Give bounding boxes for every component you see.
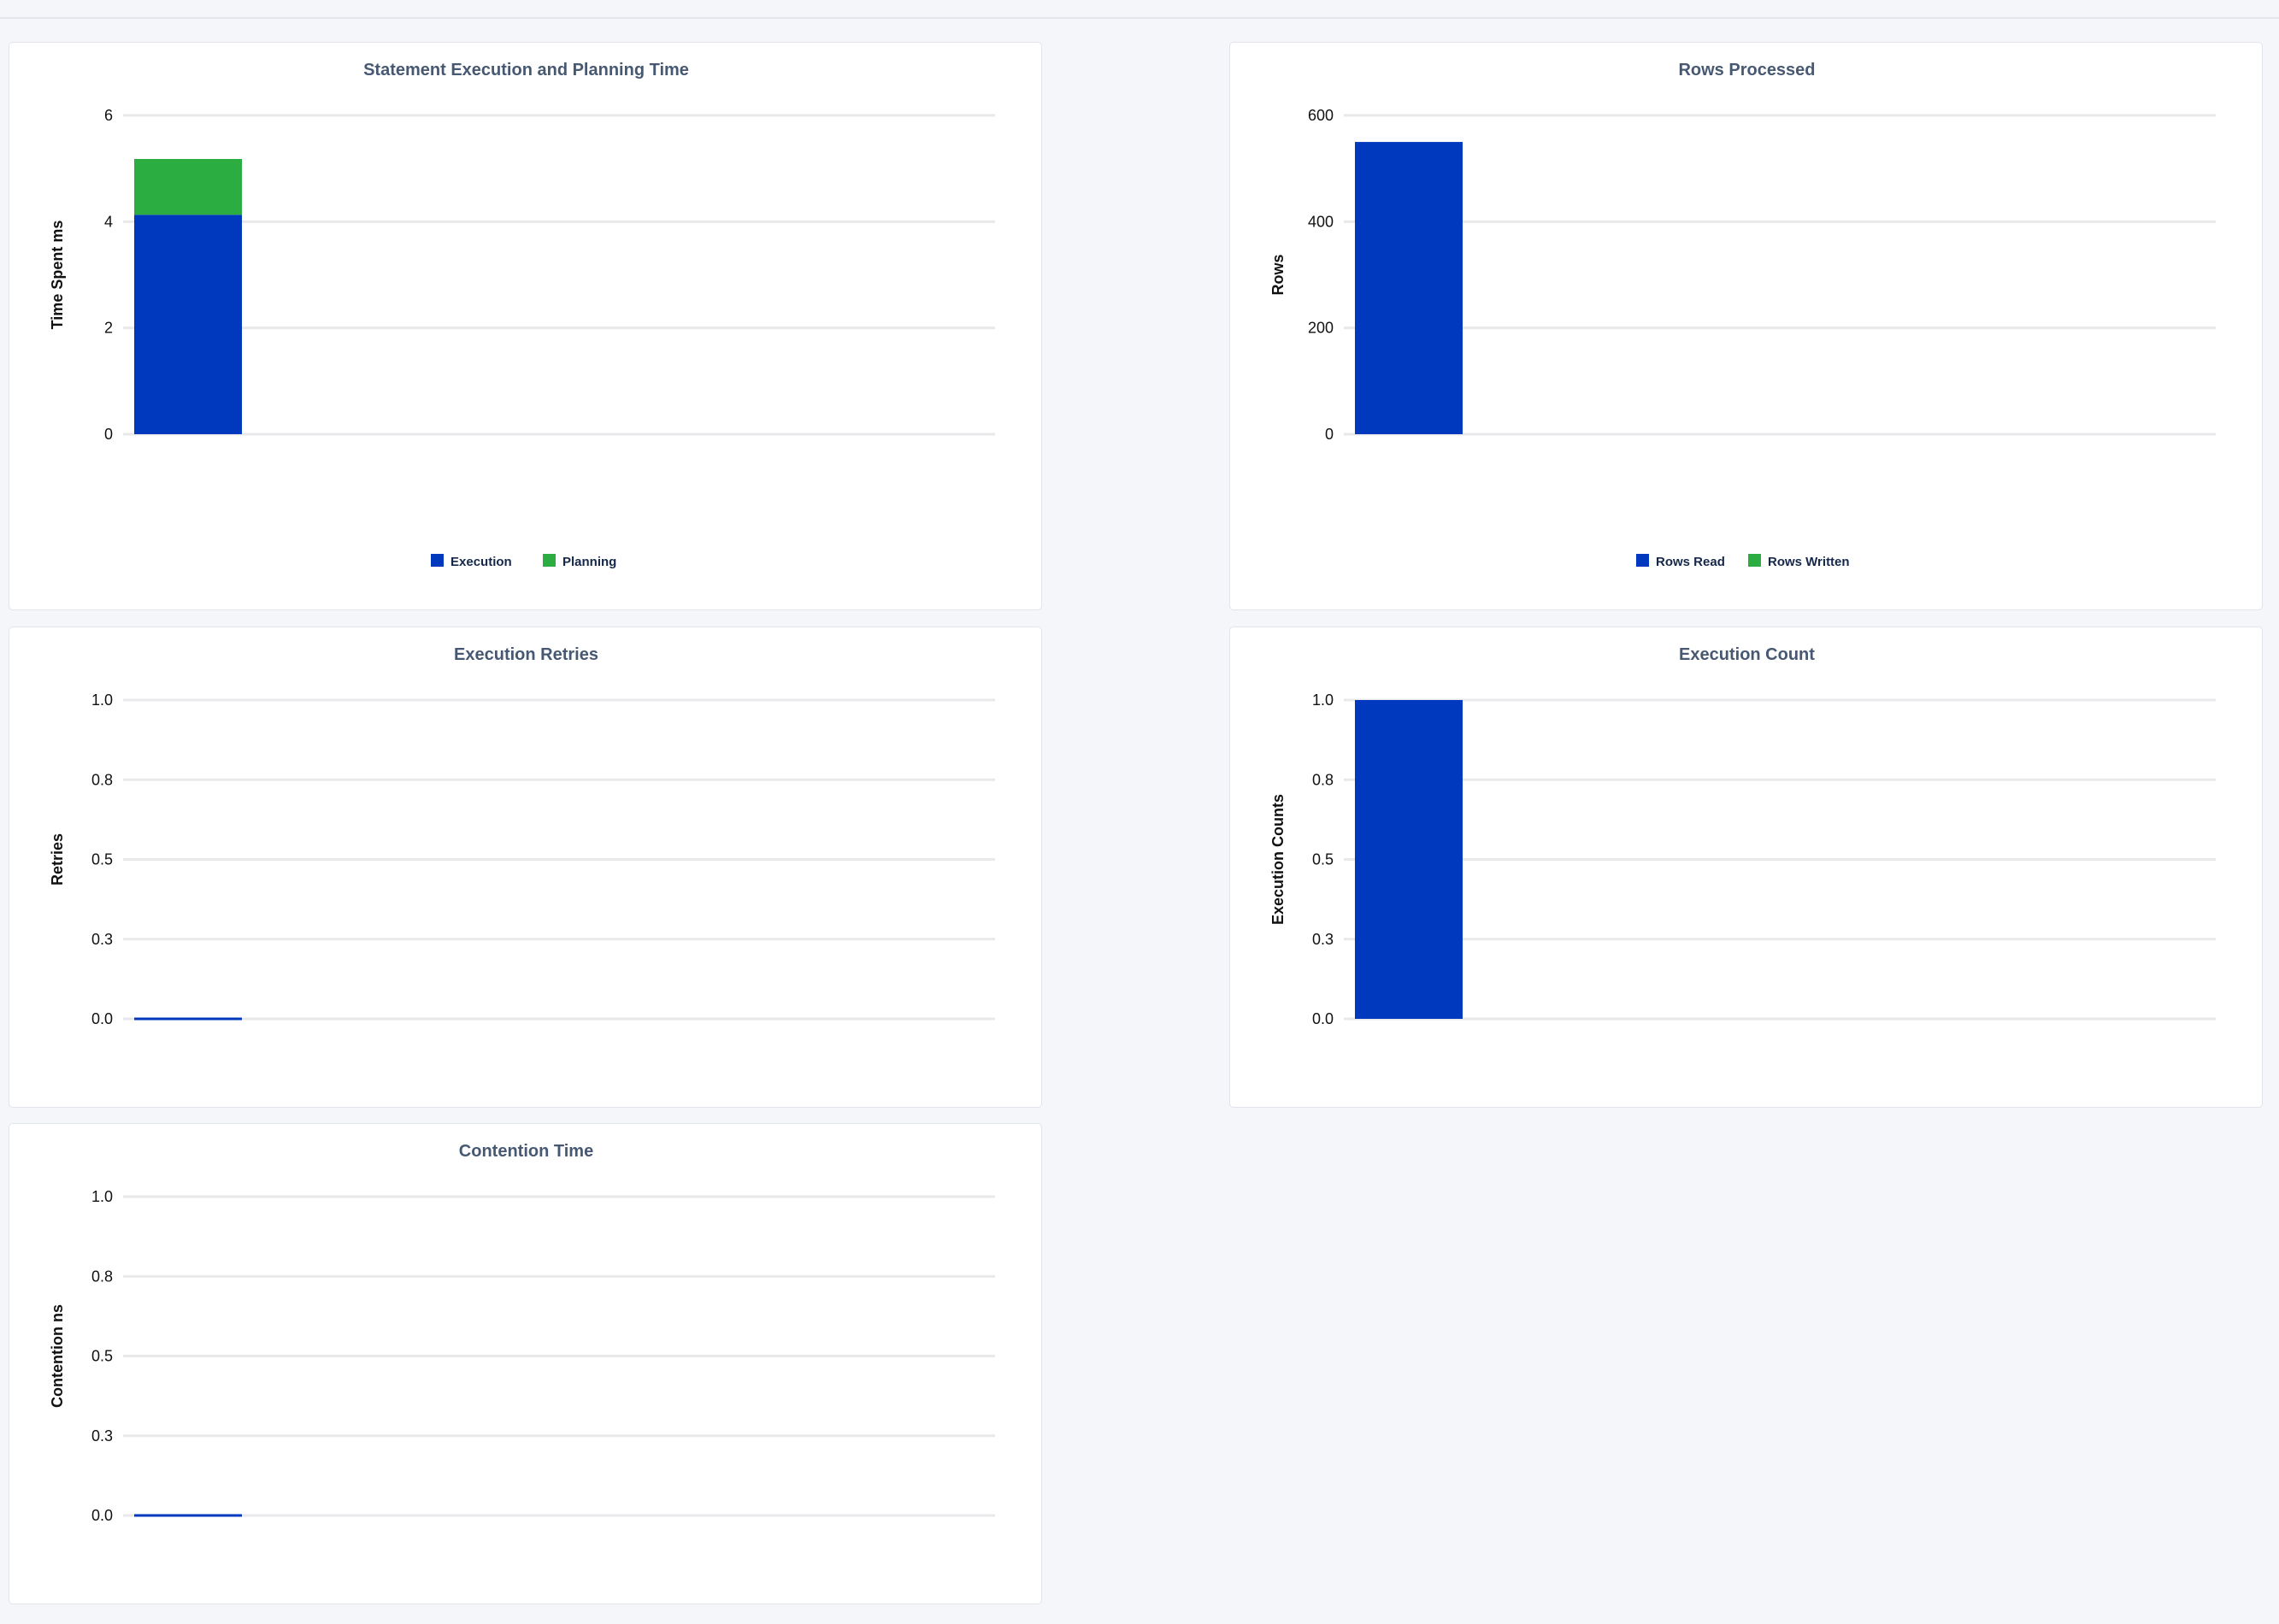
bar-zero [134,1514,242,1517]
y-axis-label: Retries [49,833,66,886]
legend-swatch [543,554,556,567]
chart-svg: Statement Execution and Planning Time Tim… [49,61,995,569]
bar-execution [134,215,242,435]
legend-label: Rows Read [1656,555,1725,569]
chart-title: Rows Processed [1678,61,1815,79]
legend-swatch [1636,554,1649,567]
chart-panel-contention-time: Contention Time Contention ns 0.0 0.3 0.5 0.8… [9,1123,1042,1604]
chart-title: Execution Count [1679,645,1815,664]
y-tick-label: 2 [104,320,113,337]
bar-rows-read [1355,142,1463,434]
chart-panel-rows-processed: Rows Processed Rows 0 200 400 600 Rows Read Row… [1229,42,2263,610]
y-tick-label: 1.0 [91,1188,113,1205]
y-tick-label: 0.8 [91,771,113,788]
chart-panel-execution-retries: Execution Retries Retries 0.0 0.3 0.5 0.8 1.0 [9,627,1042,1108]
y-tick-label: 0.3 [91,1427,113,1445]
y-tick-label: 0.8 [91,1268,113,1285]
legend-label: Rows Written [1768,555,1850,569]
chart-panel-execution-planning-time: Statement Execution and Planning Time Tim… [9,42,1042,610]
y-tick-label: 0.5 [1312,851,1334,868]
chart-svg: Contention Time Contention ns 0.0 0.3 0.5 0.8… [49,1142,995,1524]
y-tick-label: 1.0 [1312,691,1334,709]
y-tick-label: 400 [1308,213,1334,230]
y-tick-label: 0.0 [1312,1010,1334,1027]
legend-swatch [1748,554,1761,567]
y-axis-label: Contention ns [49,1304,66,1408]
y-tick-label: 1.0 [91,691,113,709]
bar-planning [134,158,242,215]
chart-svg: Execution Count Execution Counts 0.0 0.3 0.5… [1269,645,2216,1027]
chart-title: Execution Retries [454,645,598,664]
legend: Execution Planning [431,554,616,569]
legend-label: Execution [450,555,512,569]
y-tick-label: 600 [1308,107,1334,124]
y-tick-label: 0.0 [91,1010,113,1027]
y-tick-label: 6 [104,107,113,124]
legend-swatch [431,554,444,567]
y-tick-label: 0.0 [91,1507,113,1524]
y-tick-label: 4 [104,213,113,230]
y-tick-label: 0.3 [91,931,113,948]
chart-panel-execution-count: Execution Count Execution Counts 0.0 0.3 0.5… [1229,627,2263,1108]
y-tick-label: 0.5 [91,1348,113,1365]
y-tick-label: 0.8 [1312,771,1334,788]
chart-title: Contention Time [459,1142,593,1161]
legend-label: Planning [562,555,616,569]
y-tick-label: 0.3 [1312,931,1334,948]
header-divider [0,17,2279,19]
y-axis-label: Rows [1269,254,1287,295]
y-tick-label: 0 [104,426,113,443]
y-axis-label: Execution Counts [1269,794,1287,925]
chart-svg: Execution Retries Retries 0.0 0.3 0.5 0.8 1.0 [49,645,995,1027]
bar-value [1355,700,1463,1019]
bar-zero [134,1017,242,1021]
y-tick-label: 0 [1325,426,1334,443]
y-tick-label: 0.5 [91,851,113,868]
chart-title: Statement Execution and Planning Time [363,61,689,79]
y-tick-label: 200 [1308,320,1334,337]
legend: Rows Read Rows Written [1636,554,1850,569]
y-axis-label: Time Spent ms [49,221,66,330]
